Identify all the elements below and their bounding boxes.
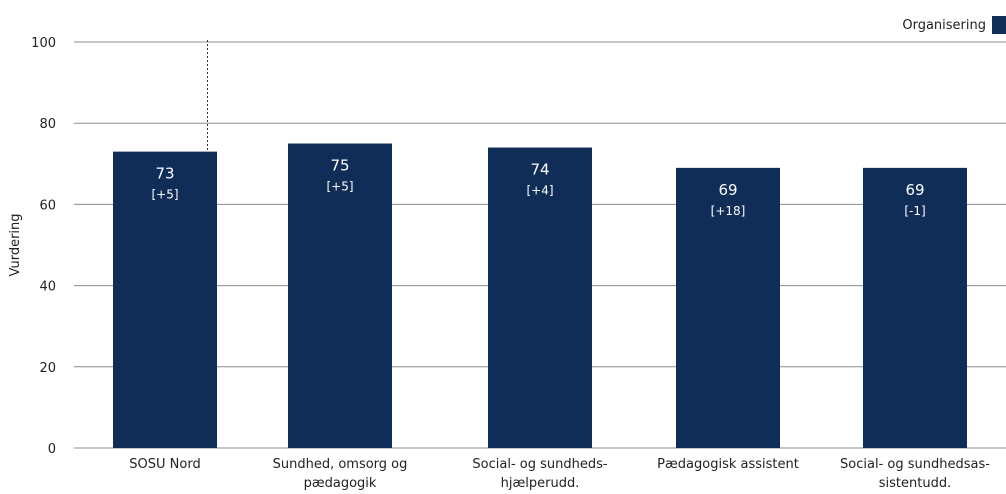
x-tick-label: pædagogik: [304, 476, 377, 491]
y-axis-ticks: 0 20 40 60 80 100: [31, 36, 56, 457]
bar-value-label: 69: [718, 181, 737, 199]
bar: [676, 167, 780, 449]
bar-value-label: 69: [905, 181, 924, 199]
x-axis-labels: SOSU Nord Sundhed, omsorg og pædagogik Soci…: [129, 457, 990, 491]
y-tick-label: 40: [39, 280, 56, 295]
bar-change-label: [+5]: [326, 180, 353, 194]
x-tick-label: hjælperudd.: [501, 476, 580, 491]
y-tick-label: 60: [39, 198, 56, 213]
bar-value-label: 75: [330, 157, 349, 175]
legend-label: Organisering: [902, 17, 986, 33]
x-tick-label: Sundhed, omsorg og: [273, 457, 408, 472]
bar: [863, 167, 967, 449]
bar-change-label: [+5]: [151, 188, 178, 202]
bar: [288, 143, 392, 448]
bar-value-label: 73: [155, 165, 174, 183]
x-tick-label: SOSU Nord: [129, 457, 200, 472]
x-tick-label: Pædagogisk assistent: [657, 457, 799, 472]
y-tick-label: 20: [39, 361, 56, 376]
bars: 73 [+5] 75 [+5] 74 [+4] 69 [+18] 69 [-1]: [113, 143, 967, 449]
legend-swatch: [992, 16, 1006, 34]
x-tick-label: Social- og sundheds-: [472, 457, 607, 472]
bar-value-label: 74: [530, 161, 549, 179]
x-tick-label: Social- og sundhedsas-: [840, 457, 990, 472]
y-tick-label: 0: [48, 442, 56, 457]
bar: [113, 151, 217, 448]
bar-change-label: [+4]: [526, 184, 553, 198]
y-tick-label: 80: [39, 117, 56, 132]
bar: [488, 147, 592, 448]
x-tick-label: sistentudd.: [879, 476, 951, 491]
bar-change-label: [+18]: [711, 204, 746, 218]
bar-change-label: [-1]: [904, 204, 925, 218]
legend: Organisering: [902, 14, 1006, 36]
y-axis-label: Vurdering: [8, 213, 23, 276]
y-tick-label: 100: [31, 36, 56, 51]
